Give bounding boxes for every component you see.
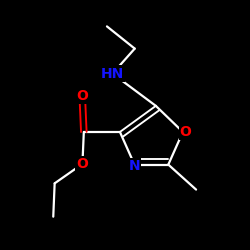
- Text: O: O: [76, 157, 88, 171]
- Text: O: O: [180, 125, 192, 139]
- Text: O: O: [76, 89, 88, 103]
- Text: N: N: [129, 159, 140, 173]
- Text: HN: HN: [101, 66, 124, 80]
